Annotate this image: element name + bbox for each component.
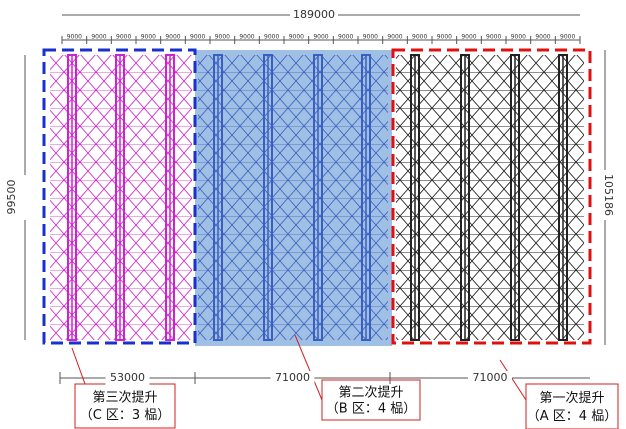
- span-dim: 9000: [165, 34, 180, 41]
- callout-detail: （C 区：3 榀）: [80, 408, 171, 423]
- span-dim: 9000: [387, 34, 402, 41]
- span-dim: 9000: [560, 34, 575, 41]
- span-dim: 9000: [313, 34, 328, 41]
- callouts: 第三次提升 （C 区：3 榀） 第二次提升（B 区：4 榀） 第一次提升 （A 区：4 …: [75, 380, 618, 429]
- callout-detail: （B 区：4 榀）: [326, 401, 416, 416]
- label-bg: [18, 175, 32, 220]
- bottom-dim: 71000: [473, 371, 508, 384]
- span-dim: 9000: [91, 34, 106, 41]
- total-dim: 189000: [293, 8, 335, 21]
- span-dim: 9000: [338, 34, 353, 41]
- span-dim: 9000: [511, 34, 526, 41]
- span-dim: 9000: [215, 34, 230, 41]
- callout-title: 第二次提升: [338, 384, 403, 400]
- span-dim: 9000: [486, 34, 501, 41]
- span-dim: 9000: [289, 34, 304, 41]
- zone-b-truss: [198, 55, 388, 340]
- callout-title: 第三次提升: [92, 390, 157, 406]
- span-dim: 9000: [461, 34, 476, 41]
- span-dim: 9000: [141, 34, 156, 41]
- callout-detail: （A 区：4 榀）: [527, 409, 617, 424]
- zone-a-truss: [396, 55, 584, 340]
- span-dim: 9000: [190, 34, 205, 41]
- bottom-dim: 53000: [110, 371, 145, 384]
- callout-title: 第一次提升: [539, 390, 604, 406]
- span-dim: 9000: [535, 34, 550, 41]
- span-dim: 9000: [363, 34, 378, 41]
- left-dim: 99500: [5, 180, 18, 215]
- zones: [44, 50, 590, 346]
- diagram: 189000 99500 105186 第三次提升（C 区：3 榀）第二次提升（…: [0, 0, 626, 429]
- span-dim: 9000: [437, 34, 452, 41]
- span-dim: 9000: [239, 34, 254, 41]
- span-dim: 9000: [264, 34, 279, 41]
- span-dim: 9000: [67, 34, 82, 41]
- bottom-dim: 71000: [275, 371, 310, 384]
- right-dim: 105186: [602, 174, 615, 216]
- span-dim: 9000: [412, 34, 427, 41]
- span-dim: 9000: [116, 34, 131, 41]
